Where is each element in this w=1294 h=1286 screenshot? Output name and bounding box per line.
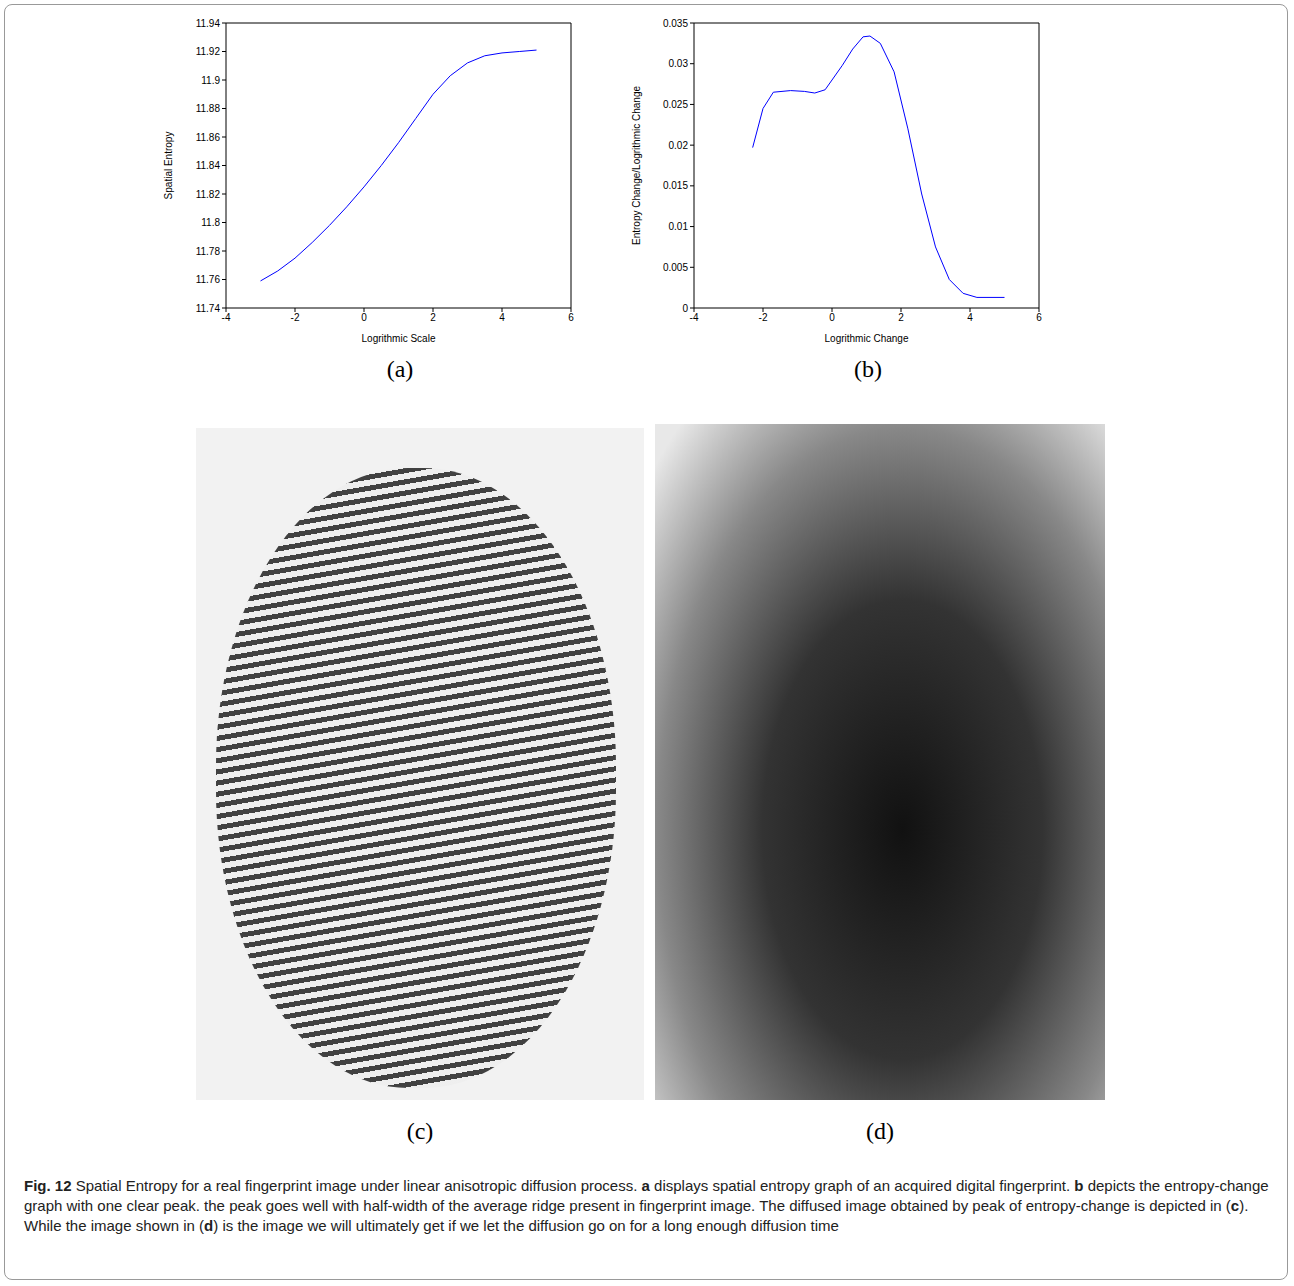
svg-text:0: 0 — [361, 312, 367, 323]
svg-text:11.88: 11.88 — [196, 103, 221, 114]
svg-text:0: 0 — [682, 303, 688, 314]
svg-text:11.86: 11.86 — [196, 132, 221, 143]
svg-text:0.025: 0.025 — [663, 99, 688, 110]
svg-text:0.015: 0.015 — [663, 180, 688, 191]
svg-text:4: 4 — [967, 312, 973, 323]
svg-text:-4: -4 — [222, 312, 231, 323]
svg-text:11.84: 11.84 — [196, 160, 221, 171]
svg-text:0.03: 0.03 — [669, 58, 689, 69]
svg-text:4: 4 — [499, 312, 505, 323]
svg-text:11.76: 11.76 — [196, 274, 221, 285]
svg-text:-2: -2 — [291, 312, 300, 323]
html-text:(d): (d) — [866, 1118, 894, 1144]
svg-text:Logrithmic Scale: Logrithmic Scale — [362, 333, 436, 344]
svg-text:11.74: 11.74 — [196, 303, 221, 314]
svg-text:6: 6 — [568, 312, 574, 323]
html-text:(a): (a) — [386, 356, 414, 382]
svg-text:-4: -4 — [690, 312, 699, 323]
svg-text:0.02: 0.02 — [669, 140, 689, 151]
html-text:Fig. 12 Spatial Entropy for a: Fig. 12 Spatial Entropy for a real finge… — [24, 1177, 1269, 1234]
svg-text:Entropy Change/Logrithmic Chan: Entropy Change/Logrithmic Change — [631, 86, 642, 245]
svg-text:-2: -2 — [759, 312, 768, 323]
svg-text:0.005: 0.005 — [663, 262, 688, 273]
svg-text:11.92: 11.92 — [196, 46, 221, 57]
svg-text:0.01: 0.01 — [669, 221, 689, 232]
svg-text:2: 2 — [430, 312, 436, 323]
svg-text:0: 0 — [829, 312, 835, 323]
svg-text:2: 2 — [898, 312, 904, 323]
html-text:(b): (b) — [854, 356, 882, 382]
svg-text:11.94: 11.94 — [196, 18, 221, 29]
svg-text:Logrithmic Change: Logrithmic Change — [825, 333, 909, 344]
svg-text:11.9: 11.9 — [201, 75, 220, 86]
html-text:(c): (c) — [406, 1118, 434, 1144]
svg-text:0.035: 0.035 — [663, 18, 688, 29]
svg-text:11.8: 11.8 — [201, 217, 220, 228]
svg-text:11.78: 11.78 — [196, 246, 221, 257]
svg-text:11.82: 11.82 — [196, 189, 221, 200]
svg-text:Spatial Entropy: Spatial Entropy — [163, 132, 174, 200]
svg-text:6: 6 — [1036, 312, 1042, 323]
